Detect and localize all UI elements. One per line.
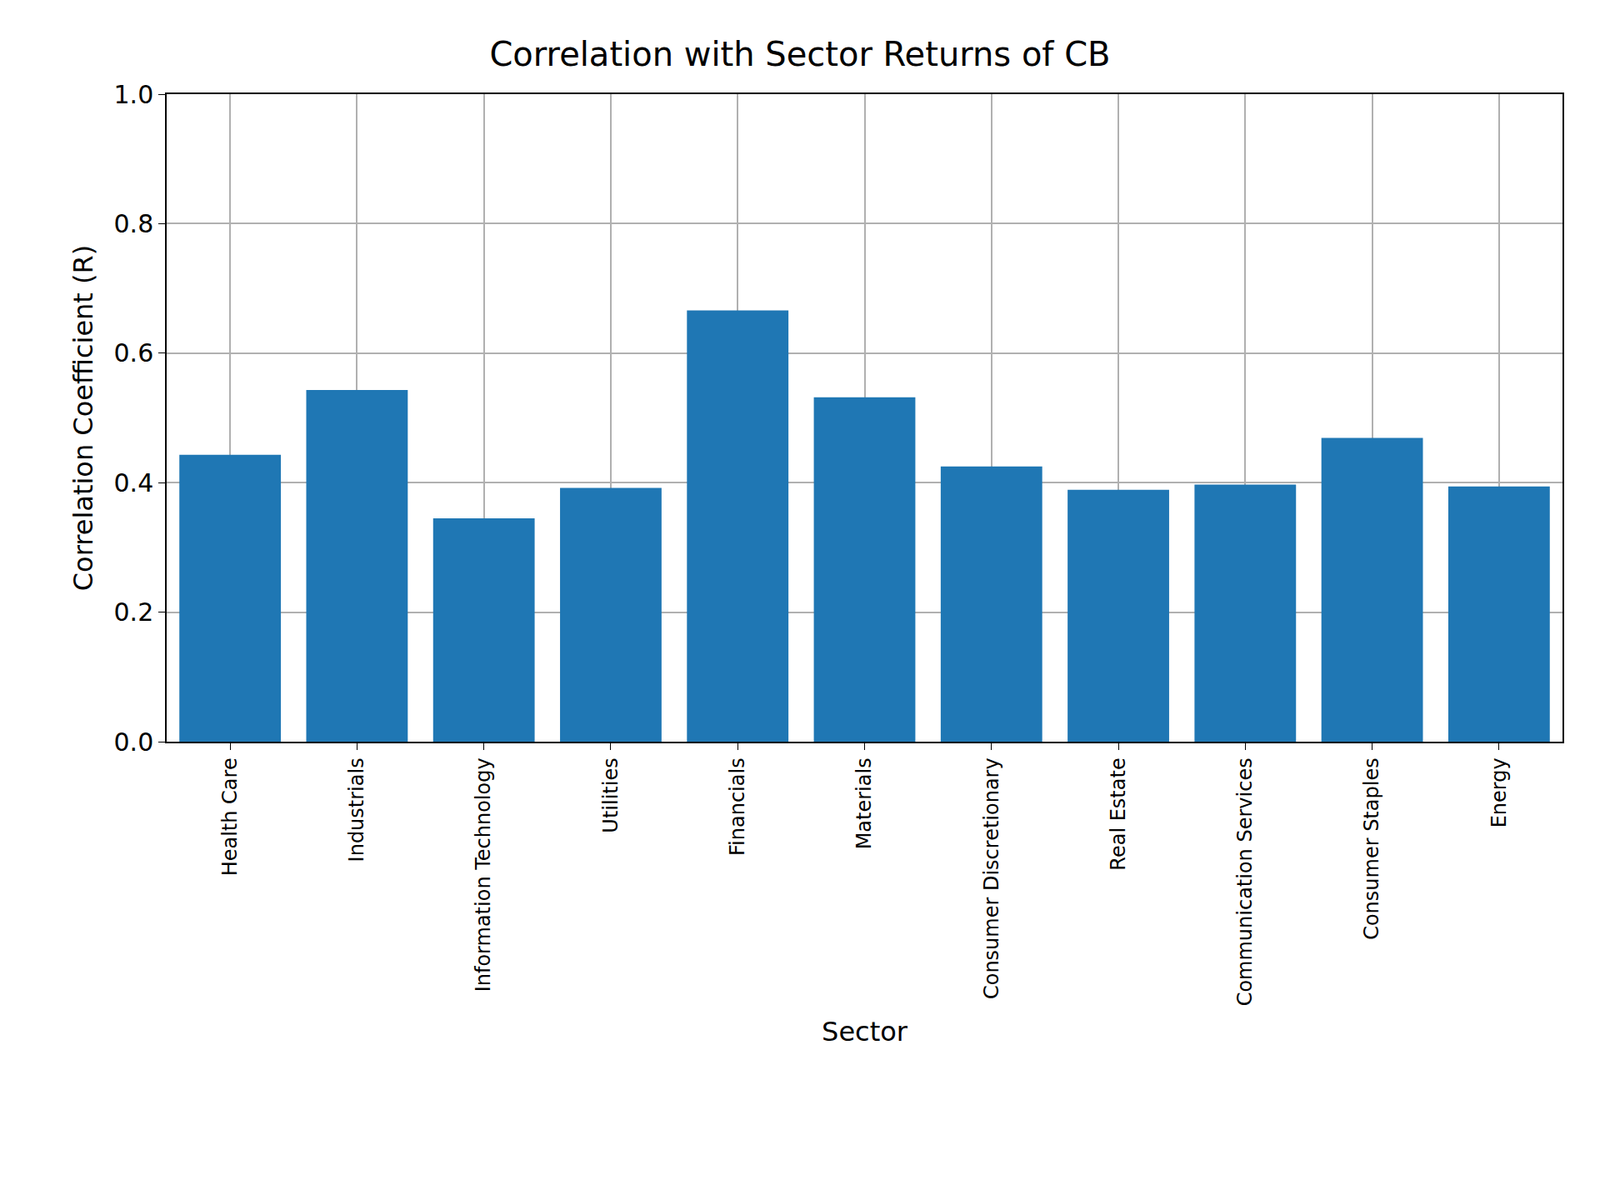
svg-text:Correlation Coefficient (R): Correlation Coefficient (R) [67,245,100,592]
svg-text:Industrials: Industrials [345,757,369,862]
svg-text:Sector: Sector [821,1015,909,1048]
svg-text:1.0: 1.0 [114,80,155,110]
svg-text:Consumer Staples: Consumer Staples [1360,757,1384,940]
svg-text:Correlation with Sector Return: Correlation with Sector Returns of CB [489,35,1110,74]
svg-text:Materials: Materials [852,757,876,850]
svg-text:0.8: 0.8 [114,209,155,239]
svg-text:0.4: 0.4 [114,468,155,498]
svg-text:0.6: 0.6 [114,338,155,368]
svg-text:Information Technology: Information Technology [471,757,495,992]
svg-text:Utilities: Utilities [599,757,623,833]
svg-text:Energy: Energy [1487,757,1511,828]
svg-text:0.0: 0.0 [114,727,155,757]
svg-text:Health Care: Health Care [218,757,242,876]
svg-text:Financials: Financials [725,757,750,856]
svg-text:Consumer Discretionary: Consumer Discretionary [980,757,1004,1000]
svg-text:0.2: 0.2 [114,597,155,627]
svg-text:Real Estate: Real Estate [1106,757,1130,870]
svg-text:Communication Services: Communication Services [1233,757,1257,1006]
